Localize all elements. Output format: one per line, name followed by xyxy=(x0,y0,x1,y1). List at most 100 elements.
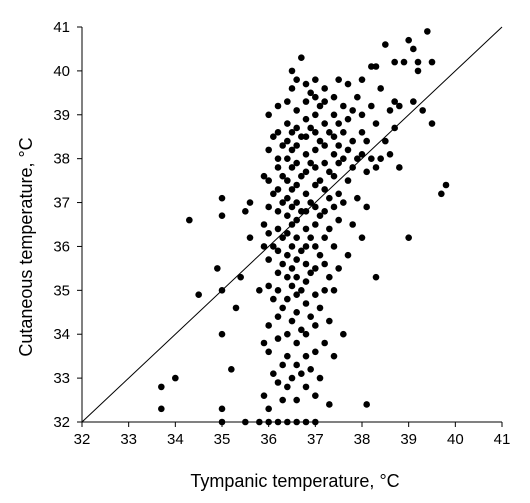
data-point xyxy=(344,251,352,259)
x-tick-label: 37 xyxy=(307,431,324,448)
reference-line-group xyxy=(81,26,503,423)
data-point xyxy=(321,98,328,105)
data-point xyxy=(274,418,282,426)
data-point xyxy=(279,396,286,404)
axes xyxy=(81,27,502,423)
data-point xyxy=(288,374,296,382)
data-point xyxy=(288,85,296,92)
data-point xyxy=(326,401,333,408)
y-tick-label: 33 xyxy=(53,370,70,387)
data-point xyxy=(316,212,324,220)
data-point xyxy=(326,194,333,202)
data-point xyxy=(260,243,268,250)
data-point xyxy=(396,102,403,110)
data-point xyxy=(372,273,380,281)
data-point xyxy=(270,295,277,303)
data-point xyxy=(312,322,319,329)
data-point xyxy=(302,150,310,158)
x-tick-label: 41 xyxy=(494,431,511,448)
data-point xyxy=(344,115,352,123)
data-point xyxy=(321,234,328,241)
data-point xyxy=(172,374,179,382)
data-point xyxy=(316,177,324,184)
data-point xyxy=(293,107,300,114)
data-point xyxy=(312,129,319,136)
data-point xyxy=(321,120,328,127)
data-point xyxy=(349,137,356,145)
data-point xyxy=(358,111,366,119)
data-point xyxy=(246,199,254,206)
data-point xyxy=(288,186,296,193)
data-point xyxy=(405,234,412,241)
data-point xyxy=(340,330,347,338)
data-point xyxy=(358,129,366,136)
data-point xyxy=(284,295,291,303)
data-point xyxy=(298,54,305,62)
data-point xyxy=(302,260,310,268)
data-point xyxy=(354,194,361,202)
data-point xyxy=(270,190,277,198)
data-point xyxy=(265,405,272,413)
data-point xyxy=(158,383,165,391)
data-point xyxy=(237,273,244,281)
data-point xyxy=(293,142,300,149)
data-point xyxy=(391,98,398,105)
data-point xyxy=(298,247,305,255)
data-point xyxy=(312,93,319,101)
data-point xyxy=(372,164,380,171)
data-point xyxy=(284,155,291,162)
data-point xyxy=(293,339,300,347)
data-point xyxy=(363,401,370,408)
data-point xyxy=(293,256,300,263)
data-point xyxy=(298,370,305,378)
data-point xyxy=(260,172,268,180)
x-tick-label: 33 xyxy=(120,431,137,448)
data-point xyxy=(288,67,296,75)
data-point xyxy=(298,133,305,141)
data-point xyxy=(265,418,272,426)
data-point xyxy=(377,155,384,162)
data-point xyxy=(377,85,384,92)
data-point xyxy=(265,256,272,263)
data-point xyxy=(195,291,202,299)
data-point xyxy=(256,287,263,294)
data-point xyxy=(386,150,394,158)
data-point xyxy=(349,221,356,228)
data-point xyxy=(335,265,342,272)
data-point xyxy=(298,208,305,215)
data-point xyxy=(358,76,366,83)
data-point xyxy=(256,418,263,426)
data-point xyxy=(270,243,277,250)
data-point xyxy=(260,339,268,347)
data-point xyxy=(354,93,361,101)
data-point xyxy=(265,322,272,329)
data-point xyxy=(372,120,380,127)
data-point xyxy=(396,164,403,171)
reference-line xyxy=(81,26,503,423)
data-point xyxy=(284,418,291,426)
data-point xyxy=(288,146,296,154)
y-tick-label: 34 xyxy=(53,326,70,343)
data-point xyxy=(321,208,328,215)
data-point xyxy=(326,168,333,176)
data-point xyxy=(218,418,226,426)
data-point xyxy=(274,208,282,215)
data-point xyxy=(344,146,352,154)
x-tick-label: 36 xyxy=(260,431,277,448)
data-point xyxy=(330,111,338,119)
data-point xyxy=(302,418,310,426)
data-point xyxy=(293,308,300,316)
data-point xyxy=(335,120,342,127)
data-point xyxy=(279,304,286,312)
data-point xyxy=(284,137,291,145)
x-tick-label: 39 xyxy=(400,431,417,448)
data-point xyxy=(321,85,328,92)
data-point xyxy=(330,93,338,101)
data-point xyxy=(321,339,328,347)
data-point xyxy=(274,313,282,320)
y-tick-label: 37 xyxy=(53,195,70,212)
data-point xyxy=(288,282,296,290)
data-point xyxy=(386,107,394,114)
data-point xyxy=(307,269,314,277)
